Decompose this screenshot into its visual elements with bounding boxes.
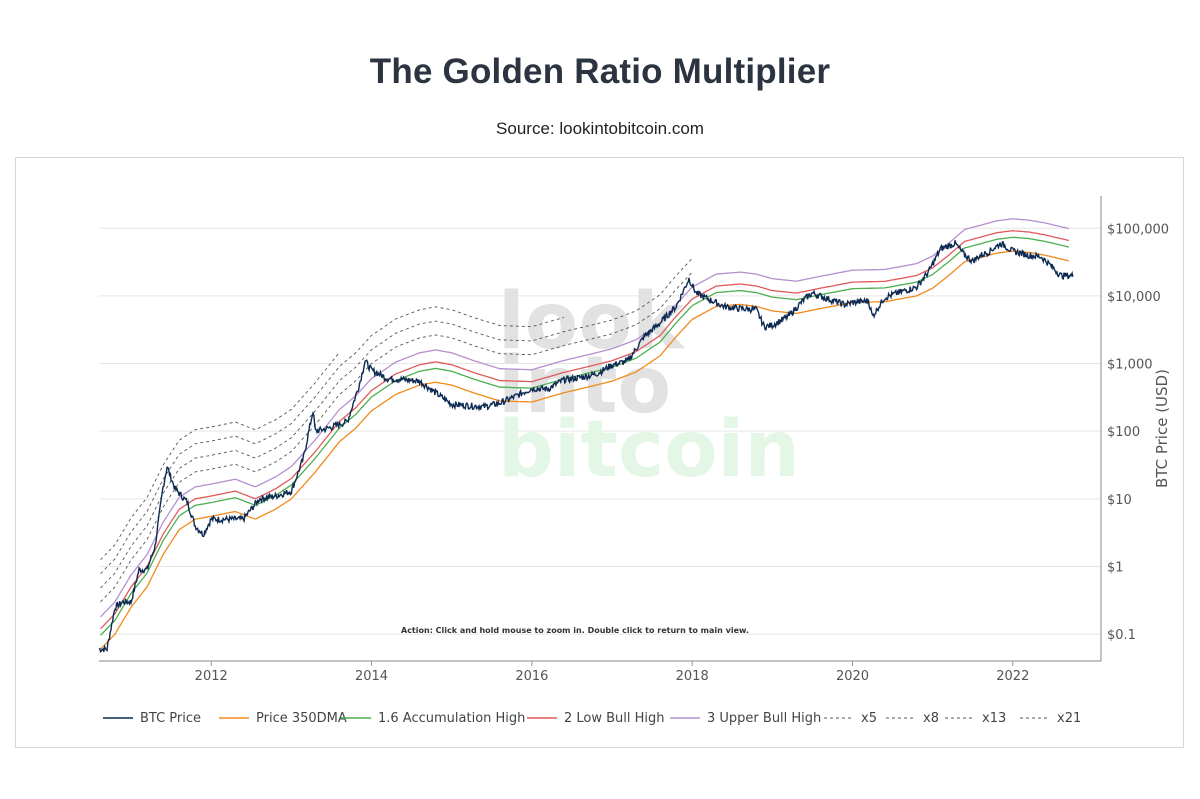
legend-item[interactable]: x13 <box>945 711 1006 726</box>
series-line-3-upper-bull-high[interactable] <box>100 218 1070 618</box>
legend-label: Price 350DMA <box>256 711 347 726</box>
legend-item[interactable]: x21 <box>1020 711 1081 726</box>
legend-label: 1.6 Accumulation High <box>378 711 525 726</box>
legend-item[interactable]: 2 Low Bull High <box>527 711 665 726</box>
series-line-x13[interactable] <box>100 306 565 575</box>
series-line-price-350dma[interactable] <box>100 250 1070 650</box>
series-layer <box>98 218 1074 654</box>
series-line-btc-price[interactable] <box>98 240 1074 654</box>
watermark-word: look <box>498 277 686 367</box>
x-tick-label: 2012 <box>195 669 228 684</box>
x-tick-label: 2018 <box>676 669 709 684</box>
y-axis-title: BTC Price (USD) <box>1153 369 1171 488</box>
axis-layer: $0.1 $1 $10 $100 $1,000 $10,000 $100,000 2012 20… <box>99 196 1171 684</box>
y-tick-label: $0.1 <box>1107 628 1136 643</box>
y-tick-label: $10,000 <box>1107 290 1161 305</box>
page-title: The Golden Ratio Multiplier <box>369 52 831 91</box>
y-tick-label: $10 <box>1107 493 1132 508</box>
legend-label: BTC Price <box>140 711 201 726</box>
legend-item[interactable]: x5 <box>824 711 877 726</box>
legend-item[interactable]: 3 Upper Bull High <box>670 711 821 726</box>
legend-label: x5 <box>861 711 877 726</box>
chart-container[interactable]: look into bitcoin $0.1 $1 $10 $100 $1,000 $10,0… <box>15 157 1184 748</box>
y-tick-label: $1 <box>1107 560 1124 575</box>
legend-item[interactable]: x8 <box>886 711 939 726</box>
x-tick-label: 2016 <box>515 669 548 684</box>
chart-svg[interactable]: lookintobitcoin $0.1$1$10$100$1,000$10,0… <box>16 158 1185 749</box>
legend-label: x13 <box>982 711 1006 726</box>
legend-label: x8 <box>923 711 939 726</box>
series-line-x5[interactable] <box>100 271 693 603</box>
legend-label: x21 <box>1057 711 1081 726</box>
series-line-x8[interactable] <box>100 257 693 589</box>
page-subtitle: Source: lookintobitcoin.com <box>496 119 704 138</box>
series-line-x21[interactable] <box>100 351 340 561</box>
x-tick-label: 2014 <box>355 669 388 684</box>
legend-label: 2 Low Bull High <box>564 711 665 726</box>
y-tick-label: $1,000 <box>1107 358 1153 373</box>
legend-item[interactable]: BTC Price <box>103 711 201 726</box>
y-tick-label: $100 <box>1107 425 1140 440</box>
legend-item[interactable]: 1.6 Accumulation High <box>341 711 525 726</box>
x-tick-label: 2020 <box>836 669 869 684</box>
watermark-word: bitcoin <box>498 405 800 495</box>
y-tick-label: $100,000 <box>1107 222 1169 237</box>
legend: BTC Price Price 350DMA 1.6 Accumulation Hi… <box>103 711 1081 726</box>
chart-annotation: Action: Click and hold mouse to zoom in.… <box>401 626 749 635</box>
legend-item[interactable]: Price 350DMA <box>219 711 347 726</box>
x-tick-label: 2022 <box>996 669 1029 684</box>
legend-label: 3 Upper Bull High <box>707 711 821 726</box>
